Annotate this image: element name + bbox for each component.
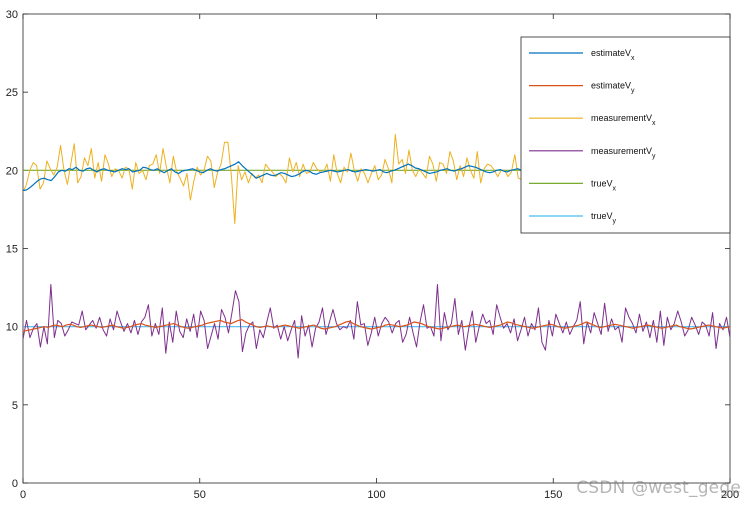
legend-entry-trueVx: trueVx (591, 178, 617, 192)
legend-entry-measurementVx: measurementVx (591, 113, 656, 127)
x-tick-label: 100 (367, 489, 385, 501)
x-tick-label: 0 (20, 489, 26, 501)
y-tick-label: 25 (6, 87, 18, 99)
legend-entry-estimateVx: estimateVx (591, 48, 635, 62)
y-tick-label: 0 (12, 478, 18, 490)
x-tick-label: 200 (721, 489, 739, 501)
x-tick-label: 50 (194, 489, 206, 501)
legend-entry-measurementVy: measurementVy (591, 146, 656, 160)
x-tick-label: 150 (544, 489, 562, 501)
y-tick-label: 5 (12, 400, 18, 412)
y-tick-label: 20 (6, 165, 18, 177)
legend-box (520, 36, 731, 234)
legend-entry-estimateVy: estimateVy (591, 81, 635, 95)
y-tick-label: 30 (6, 9, 18, 21)
y-tick-label: 10 (6, 322, 18, 334)
legend: estimateVx estimateVy measurementVx measure… (520, 36, 731, 234)
legend-entry-trueVy: trueVy (591, 211, 617, 225)
series-line-estimateVy (23, 319, 730, 332)
watermark: CSDN @west_gege (576, 478, 741, 498)
y-tick-label: 15 (6, 244, 18, 256)
